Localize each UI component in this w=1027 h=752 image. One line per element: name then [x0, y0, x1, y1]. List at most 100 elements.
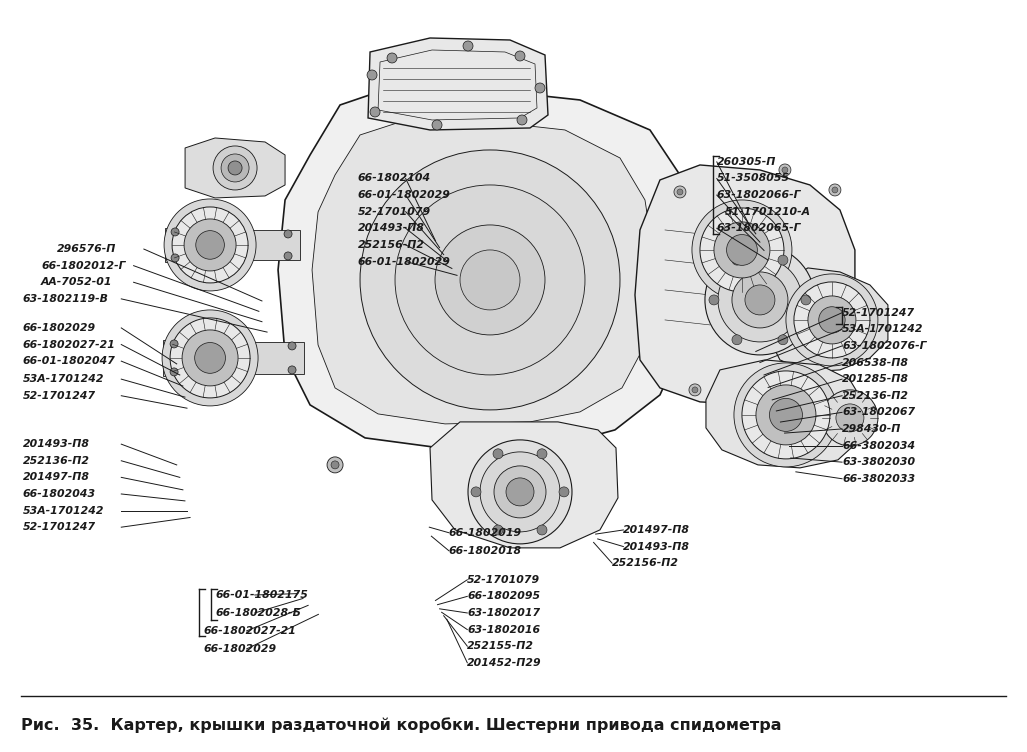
Circle shape [782, 405, 788, 411]
Polygon shape [312, 120, 655, 424]
Text: 201285-П8: 201285-П8 [842, 374, 909, 384]
Circle shape [709, 295, 719, 305]
Circle shape [832, 187, 838, 193]
Circle shape [692, 200, 792, 300]
Circle shape [836, 404, 864, 432]
Circle shape [173, 207, 249, 283]
Circle shape [732, 255, 741, 265]
Circle shape [756, 385, 815, 445]
Text: 201497-П8: 201497-П8 [623, 525, 690, 535]
Circle shape [745, 285, 775, 315]
Text: 66-1802028-Б: 66-1802028-Б [216, 608, 302, 618]
Circle shape [195, 342, 226, 373]
Circle shape [782, 167, 788, 173]
Text: 66-1802104: 66-1802104 [357, 174, 430, 183]
Text: 66-1802029: 66-1802029 [23, 323, 96, 333]
Text: 63-1802065-Г: 63-1802065-Г [717, 223, 801, 233]
Text: 52-1701247: 52-1701247 [23, 522, 96, 532]
Circle shape [741, 371, 830, 459]
Circle shape [734, 363, 838, 467]
Circle shape [506, 478, 534, 506]
Circle shape [537, 449, 547, 459]
Circle shape [468, 440, 572, 544]
Text: 51-3508055: 51-3508055 [717, 174, 790, 183]
Circle shape [493, 449, 503, 459]
Circle shape [493, 525, 503, 535]
Text: 66-1802043: 66-1802043 [23, 489, 96, 499]
Text: 66-01-1802047: 66-01-1802047 [23, 356, 116, 366]
Circle shape [535, 83, 545, 93]
Circle shape [700, 208, 784, 292]
Text: 66-1802027-21: 66-1802027-21 [23, 340, 116, 350]
Circle shape [801, 295, 811, 305]
Circle shape [559, 487, 569, 497]
Circle shape [777, 335, 788, 344]
Circle shape [367, 70, 377, 80]
Circle shape [170, 340, 178, 348]
Text: 252156-П2: 252156-П2 [612, 558, 679, 569]
Circle shape [689, 384, 701, 396]
Text: 252136-П2: 252136-П2 [23, 456, 89, 465]
Text: 66-01-1802175: 66-01-1802175 [216, 590, 309, 600]
Text: 201497-П8: 201497-П8 [23, 472, 89, 482]
Text: АА-7052-01: АА-7052-01 [41, 277, 113, 287]
Circle shape [674, 186, 686, 198]
Text: ГАЗ: ГАЗ [419, 252, 561, 318]
Text: 66-01-1802029: 66-01-1802029 [357, 256, 450, 266]
Circle shape [794, 282, 870, 358]
Text: 201452-П29: 201452-П29 [467, 658, 542, 668]
Circle shape [213, 146, 257, 190]
Circle shape [829, 184, 841, 196]
Polygon shape [706, 360, 865, 468]
Text: 52-1701247: 52-1701247 [842, 308, 915, 317]
Text: 66-1802095: 66-1802095 [467, 591, 540, 602]
Text: 201493-П8: 201493-П8 [623, 541, 690, 551]
Circle shape [515, 51, 525, 61]
Text: 63-3802030: 63-3802030 [842, 457, 915, 467]
Circle shape [432, 120, 442, 130]
Text: 66-1802012-Г: 66-1802012-Г [41, 261, 125, 271]
Circle shape [837, 397, 843, 403]
Text: 51-1701210-А: 51-1701210-А [725, 207, 811, 217]
Circle shape [182, 330, 238, 386]
Circle shape [284, 252, 292, 260]
Circle shape [677, 189, 683, 195]
Circle shape [184, 219, 236, 271]
Text: 63-1802017: 63-1802017 [467, 608, 540, 618]
Circle shape [196, 231, 224, 259]
Circle shape [284, 230, 292, 238]
Circle shape [221, 154, 250, 182]
Text: 66-1802027-21: 66-1802027-21 [203, 626, 297, 636]
Text: 66-01-1802029: 66-01-1802029 [357, 190, 450, 200]
Text: 206538-П8: 206538-П8 [842, 357, 909, 368]
Circle shape [769, 399, 802, 432]
Circle shape [726, 235, 757, 265]
Circle shape [819, 307, 845, 333]
Text: 252155-П2: 252155-П2 [467, 641, 534, 651]
Text: 53А-1701242: 53А-1701242 [842, 324, 923, 335]
Text: 201493-П8: 201493-П8 [357, 223, 424, 233]
Circle shape [537, 525, 547, 535]
Text: 260305-П: 260305-П [717, 157, 776, 167]
Circle shape [471, 487, 481, 497]
Circle shape [360, 150, 620, 410]
Circle shape [288, 342, 296, 350]
Circle shape [170, 368, 178, 376]
Text: 52-1701247: 52-1701247 [23, 391, 96, 401]
Text: 66-3802034: 66-3802034 [842, 441, 915, 450]
Text: 66-1802029: 66-1802029 [203, 644, 276, 654]
Circle shape [692, 387, 698, 393]
Circle shape [480, 452, 560, 532]
Text: 201493-П8: 201493-П8 [23, 439, 89, 449]
Text: 66-1802019: 66-1802019 [449, 528, 522, 538]
Bar [249, 342, 304, 374]
Circle shape [331, 461, 339, 469]
Circle shape [732, 335, 741, 344]
Circle shape [822, 390, 878, 446]
Text: 252156-П2: 252156-П2 [357, 240, 424, 250]
Text: 66-1802018: 66-1802018 [449, 546, 522, 556]
Polygon shape [770, 268, 888, 372]
Text: 63-1802067: 63-1802067 [842, 408, 915, 417]
Circle shape [778, 164, 791, 176]
Circle shape [808, 296, 855, 344]
